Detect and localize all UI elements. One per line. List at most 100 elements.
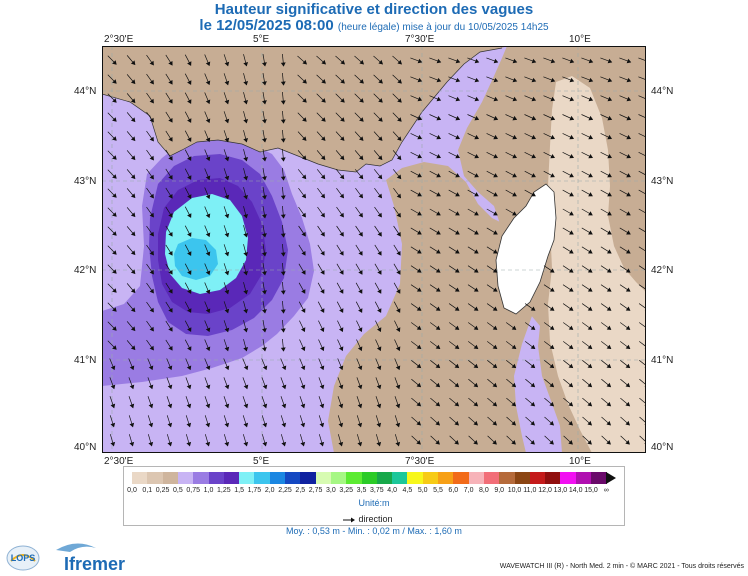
arrow-head xyxy=(112,269,117,274)
arrow-head xyxy=(320,231,325,237)
color-swatch xyxy=(376,472,393,484)
arrow-head xyxy=(338,422,344,428)
wave-direction-arrow xyxy=(638,151,646,157)
arrow-head xyxy=(205,213,211,219)
lat-label-left-4: 41°N xyxy=(74,355,97,366)
arrow-head xyxy=(130,326,136,332)
arrow-head xyxy=(319,441,325,447)
lon-label-bottom-3: 7°30'E xyxy=(405,456,435,467)
arrow-head xyxy=(187,194,192,199)
arrow-head xyxy=(262,176,267,181)
scale-label: 0,0 xyxy=(127,487,137,494)
arrow-head xyxy=(454,439,459,445)
arrow-head xyxy=(262,195,267,200)
scale-label: 2,25 xyxy=(278,487,292,494)
arrow-head xyxy=(359,136,364,141)
arrow-head xyxy=(340,59,346,65)
color-swatch xyxy=(361,472,378,484)
arrow-head xyxy=(473,249,479,254)
arrow-head xyxy=(187,61,192,66)
arrow-head xyxy=(568,306,574,311)
arrow-head xyxy=(454,249,460,254)
arrow-head xyxy=(530,382,536,388)
wave-direction-arrow xyxy=(638,133,646,138)
arrow-head xyxy=(205,327,211,333)
arrow-head xyxy=(455,77,461,83)
arrow-head xyxy=(626,173,631,178)
arrow-head xyxy=(339,231,344,237)
arrow-head xyxy=(112,193,117,198)
arrow-head xyxy=(531,173,536,178)
arrow-head xyxy=(568,325,574,330)
arrow-head xyxy=(205,61,211,67)
arrow-head xyxy=(359,98,364,103)
arrow-head xyxy=(262,233,267,238)
arrow-head xyxy=(320,270,325,275)
arrow-head xyxy=(319,403,325,409)
arrow-head xyxy=(377,289,382,294)
arrow-head xyxy=(187,270,192,275)
arrow-head xyxy=(512,211,517,216)
scale-label: 11,0 xyxy=(523,487,537,494)
arrow-head xyxy=(606,249,612,254)
arrow-head xyxy=(224,175,230,181)
arrow-head xyxy=(149,136,154,142)
forecast-date: le 12/05/2025 08:00 xyxy=(199,17,334,34)
arrow-head xyxy=(320,212,325,218)
arrow-head xyxy=(112,326,117,331)
arrow-head xyxy=(625,344,631,350)
direction-arrows xyxy=(107,53,646,447)
arrow-head xyxy=(474,192,479,197)
arrow-head xyxy=(205,118,211,124)
lat-label-right-4: 41°N xyxy=(651,355,674,366)
arrow-head xyxy=(435,363,441,369)
arrow-head xyxy=(205,175,211,181)
arrow-head xyxy=(569,153,575,159)
arrow-head xyxy=(262,252,267,257)
arrow-head xyxy=(435,420,441,426)
arrow-head xyxy=(473,268,479,273)
arrow-head xyxy=(396,155,402,161)
color-swatch xyxy=(223,472,240,484)
arrow-head xyxy=(550,77,556,83)
arrow-head xyxy=(416,249,422,254)
arrow-head xyxy=(587,325,593,330)
arrow-head xyxy=(339,174,345,180)
arrow-head xyxy=(262,347,267,352)
arrow-head xyxy=(454,382,460,388)
arrow-head xyxy=(321,78,326,84)
arrow-head xyxy=(416,420,422,426)
legend-box: 0,0 0,1 0,25 0,5 0,75 1,0 1,25 1,5 1,75 2,0 2,25 2,… xyxy=(123,466,625,526)
color-swatch xyxy=(239,472,255,484)
arrow-head xyxy=(168,136,173,142)
arrow-head xyxy=(359,117,364,122)
arrow-head xyxy=(357,346,363,352)
arrow-head xyxy=(587,268,593,273)
scale-label: 1,25 xyxy=(216,487,231,494)
arrow-head xyxy=(474,230,479,235)
arrow-head xyxy=(588,115,594,121)
arrow-head xyxy=(149,250,154,256)
arrow-head xyxy=(587,363,593,369)
arrow-head xyxy=(550,134,556,140)
arrow-head xyxy=(262,100,267,105)
arrow-head xyxy=(129,365,135,371)
lat-label-right-3: 42°N xyxy=(651,265,674,276)
arrow-head xyxy=(531,115,537,121)
arrow-head xyxy=(205,308,211,314)
arrow-head xyxy=(397,117,402,122)
arrow-head xyxy=(205,403,211,409)
arrow-head xyxy=(395,384,401,390)
scale-label: 5,5 xyxy=(433,487,443,494)
color-swatch xyxy=(208,472,225,484)
arrow-head xyxy=(454,344,460,350)
color-swatch xyxy=(560,472,576,484)
scale-label: 2,75 xyxy=(308,487,323,494)
scale-label: 0,25 xyxy=(155,487,170,494)
lon-label-bottom-2: 5°E xyxy=(253,456,270,467)
color-swatch xyxy=(162,472,179,484)
arrow-head xyxy=(512,153,518,159)
arrow-head xyxy=(396,174,402,180)
color-swatch xyxy=(315,472,332,484)
arrow-head xyxy=(262,403,268,409)
